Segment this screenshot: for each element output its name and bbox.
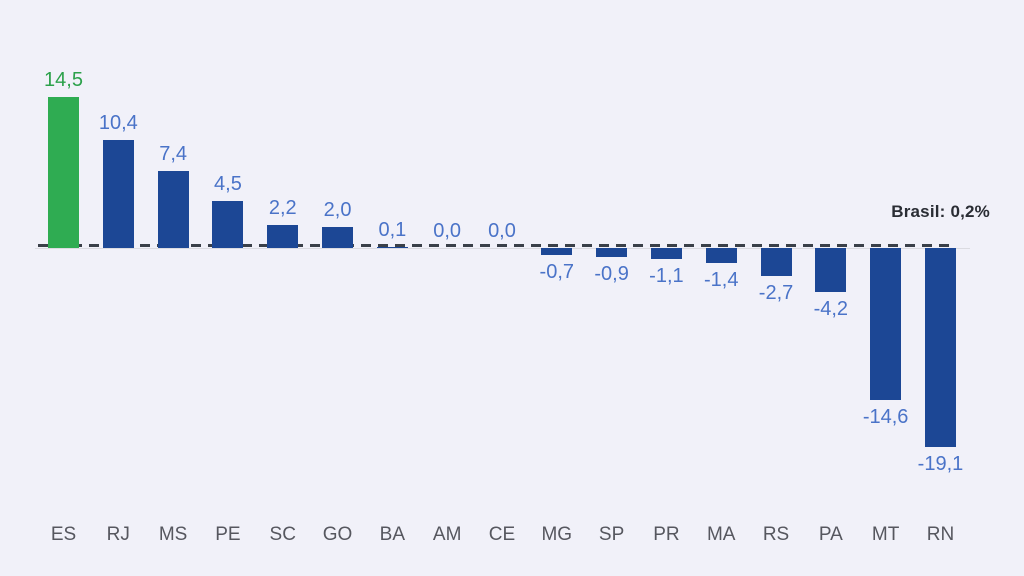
value-label-ES: 14,5 bbox=[44, 68, 83, 91]
value-label-PR: -1,1 bbox=[649, 265, 684, 288]
category-label-BA: BA bbox=[379, 524, 406, 545]
bar-MS bbox=[157, 170, 189, 248]
category-label-MG: MG bbox=[541, 524, 573, 545]
category-label-PA: PA bbox=[818, 524, 843, 545]
value-label-RS: -2,7 bbox=[758, 282, 794, 305]
value-label-MA: -1,4 bbox=[703, 268, 739, 291]
reference-line-label: Brasil: 0,2% bbox=[891, 202, 990, 221]
value-label-MS: 7,4 bbox=[159, 142, 188, 165]
bar-SP bbox=[596, 248, 628, 258]
value-label-MT: -14,6 bbox=[862, 406, 909, 429]
bar-RS bbox=[760, 248, 792, 277]
category-label-RJ: RJ bbox=[106, 524, 130, 545]
bar-BA bbox=[376, 246, 408, 248]
value-label-BA: 0,1 bbox=[378, 218, 407, 241]
value-label-GO: 2,0 bbox=[323, 199, 352, 222]
category-label-RN: RN bbox=[926, 524, 955, 545]
category-label-MS: MS bbox=[158, 524, 188, 545]
category-label-CE: CE bbox=[488, 524, 516, 545]
value-label-MG: -0,7 bbox=[539, 261, 575, 284]
value-label-PE: 4,5 bbox=[214, 173, 242, 196]
value-label-CE: 0,0 bbox=[488, 220, 516, 242]
value-label-RN: -19,1 bbox=[917, 453, 964, 476]
category-label-SC: SC bbox=[269, 524, 296, 545]
bar-PR bbox=[650, 248, 682, 260]
category-label-ES: ES bbox=[50, 524, 77, 545]
category-label-PR: PR bbox=[653, 524, 680, 545]
reference-dashed-line bbox=[38, 244, 950, 248]
value-label-PA: -4,2 bbox=[813, 297, 849, 320]
category-label-MT: MT bbox=[871, 524, 900, 545]
category-label-PE: PE bbox=[215, 524, 241, 545]
bar-MA bbox=[705, 248, 737, 263]
value-label-RJ: 10,4 bbox=[98, 111, 138, 134]
category-label-AM: AM bbox=[432, 524, 462, 545]
bar-GO bbox=[322, 227, 354, 248]
category-label-MA: MA bbox=[706, 524, 736, 545]
zero-axis-line bbox=[35, 248, 970, 249]
category-label-GO: GO bbox=[322, 524, 353, 545]
bar-PE bbox=[212, 201, 244, 248]
bar-RN bbox=[924, 248, 956, 448]
bar-RJ bbox=[102, 139, 134, 248]
bar-MG bbox=[541, 248, 573, 256]
bar-ES bbox=[48, 96, 79, 248]
value-label-SP: -0,9 bbox=[594, 263, 629, 286]
category-label-SP: SP bbox=[598, 524, 625, 545]
bar-MT bbox=[870, 248, 902, 401]
category-label-RS: RS bbox=[762, 524, 790, 545]
value-label-AM: 0,0 bbox=[433, 220, 462, 242]
value-label-SC: 2,2 bbox=[268, 197, 297, 220]
bar-SC bbox=[267, 225, 299, 248]
bar-PA bbox=[815, 248, 847, 292]
